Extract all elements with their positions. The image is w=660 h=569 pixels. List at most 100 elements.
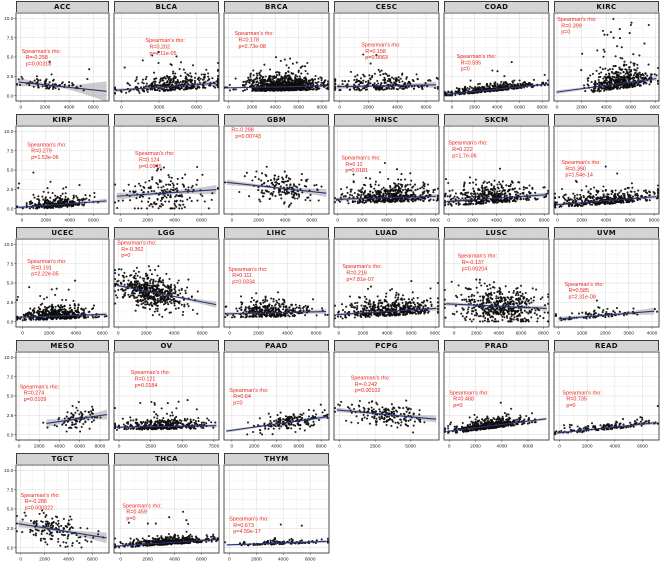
regression-line [116,82,217,91]
spearman-label: Spearman's rho: [561,160,600,166]
y-tick-label: 5.0 [7,507,14,513]
panel-title: STAD [554,114,659,125]
x-tick-label: 0 [117,331,120,337]
x-tick-label: 2000 [576,105,587,111]
x-tick-label: 6000 [305,557,316,563]
scatter-plot: 0 2000 4000 6000 8000 Spearman's rho:R=0.11p=… [333,125,440,224]
x-tick-label: 4000 [169,218,180,224]
scatter-plot: 0 2500 5000 7500 Spearman's rho:R=0.121p=0.0… [113,351,220,450]
x-tick-label: 8000 [316,444,327,450]
r-value: R=0.64 [233,394,251,400]
x-tick-label: 6000 [88,218,99,224]
spearman-label: Spearman's rho: [342,264,381,270]
spearman-label: Spearman's rho: [562,390,601,396]
x-tick-label: 8000 [538,331,549,337]
regression-line [446,303,547,310]
r-value: R=0.222 [452,147,473,153]
panel-blca: BLCA 0 3000 6000 Spearman's rho: R=0.202 p=4.1… [111,1,220,113]
scatter-plot: 0 2000 4000 6000 8000 Spearman's rho:R=0.222p… [443,125,550,224]
x-tick-label: 6000 [625,105,636,111]
regression-line [116,538,217,547]
x-tick-label: 0 [119,218,122,224]
x-tick-label: 6000 [74,444,85,450]
scatter-plot: 0 2000 4000 6000 8000 Spearman's rho:R=0.399p… [553,12,660,111]
y-tick-label: 2.5 [7,74,14,80]
x-tick-label: 4000 [382,331,393,337]
x-tick-label: 0 [556,218,559,224]
panel-title: HNSC [334,114,439,125]
r-value: R=0.121 [135,377,156,383]
y-tick-label: 5.0 [7,168,14,174]
p-value: p=0 [566,403,575,409]
regression-line [446,418,547,433]
x-tick-label: 0 [336,218,339,224]
panel-title: PAAD [224,340,329,351]
panel-lgg: LGG 0 2000 4000 6000 Spearman's rho: R=-0.362 p… [111,227,220,339]
spearman-label: Spearman's rho: [146,38,185,44]
r-value: R=0.673 [233,523,254,529]
x-tick-label: 8000 [649,218,660,224]
x-tick-label: 2000 [471,331,482,337]
x-tick-label: 4000 [381,218,392,224]
x-tick-label: 0 [453,331,456,337]
panel-esca: ESCA 0 2000 4000 6000 Spearman's rho: R=0.124 p… [111,114,220,226]
x-tick-label: 0 [227,105,230,111]
p-value: p=0 [121,253,130,259]
x-tick-label: 2500 [145,444,156,450]
p-value: p=0.0063 [365,55,388,61]
r-value: R=0.468 [453,397,474,403]
panel-prad: PRAD 0 2000 4000 6000 Spearman's rho: R=0.468 p… [441,340,550,452]
x-tick-label: 4000 [169,557,180,563]
scatter-plot: 0 2000 4000 6000 10.0 7.5 5.0 2.5 0.0 Spearman's … [4,12,110,111]
x-tick-label: 0 [19,557,22,563]
spearman-label: Spearman's rho: [458,254,497,260]
p-value: p=0.0184 [135,383,158,389]
y-tick-label: 0.0 [7,432,14,438]
x-tick-label: 4000 [64,105,75,111]
x-tick-label: 4000 [63,557,74,563]
r-value: R=0.279 [31,149,52,155]
x-tick-label: 2000 [44,331,55,337]
p-value: p=0 [126,516,135,522]
p-value: p=0.00204 [462,266,488,272]
r-value: R=0.735 [566,397,587,403]
x-tick-label: 6000 [625,218,636,224]
p-value: p=2.22e-05 [31,272,58,278]
x-tick-label: 2000 [582,444,593,450]
regression-line [336,84,437,88]
regression-line [226,416,327,432]
x-tick-label: 0 [21,331,24,337]
scatter-plot: 0 2000 4000 6000 Spearman's rho:R=0.111p=0.0… [223,238,330,337]
scatter-points [580,17,659,93]
r-value: R=-0.362 [121,247,143,253]
r-value: R=-0.286 [25,499,47,505]
spearman-label: R=-0.298 [231,128,253,134]
x-tick-label: 6000 [197,331,208,337]
x-tick-label: 0 [228,557,231,563]
r-value: R=0.399 [561,23,582,29]
x-tick-label: 0 [338,105,341,111]
spearman-label: Spearman's rho: [361,43,400,49]
x-tick-label: 2500 [370,444,381,450]
x-tick-label: 0 [557,331,560,337]
panel-gbm: GBM 0 2000 4000 6000 R=-0.298 p=0.00743 [221,114,330,226]
scatter-plot: 0 2500 5000 Spearman's rho:R=-0.242p=0.0010… [333,351,440,450]
regression-line [18,523,107,539]
y-tick-label: 10.0 [4,355,14,361]
x-tick-label: 6000 [97,331,108,337]
x-tick-label: 2000 [253,218,264,224]
panel-thca: THCA 0 2000 4000 6000 Spearman's rho: R=0.459 p… [111,453,220,565]
panel-ov: OV 0 2500 5000 7500 Spearman's rho: R=0.121 p=0… [111,340,220,452]
panel-uvm: UVM 0 1000 2000 3000 4000 Spearman's rho: R=0.5… [551,227,660,339]
x-tick-label: 2000 [357,218,368,224]
p-value: p=1.54e-14 [565,173,592,179]
p-value: p=1.53e-06 [31,155,58,161]
x-tick-label: 6000 [311,331,322,337]
r-value: R=0.585 [569,288,590,294]
panel-title: TGCT [16,453,109,464]
r-value: R=-0.242 [355,382,377,388]
